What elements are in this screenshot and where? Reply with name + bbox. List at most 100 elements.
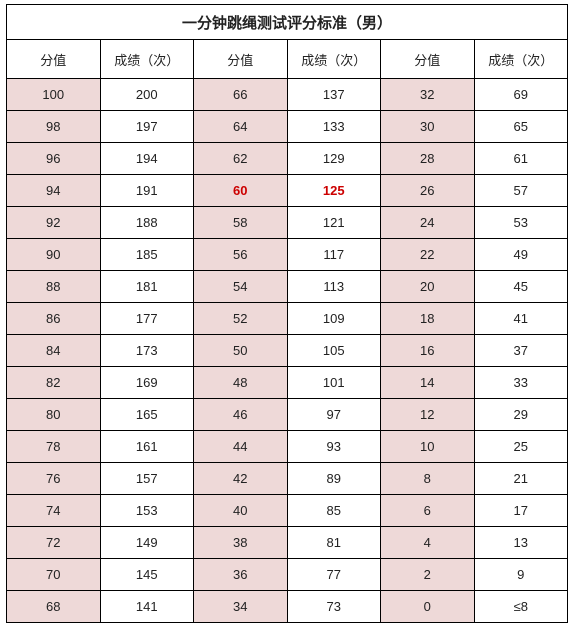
cell-score: 68 (7, 591, 101, 623)
table-row: 94191601252657 (7, 175, 568, 207)
cell-score: 98 (7, 111, 101, 143)
cell-perf: 69 (474, 79, 568, 111)
cell-score: 82 (7, 367, 101, 399)
cell-score: 100 (7, 79, 101, 111)
table-row: 88181541132045 (7, 271, 568, 303)
cell-perf: 137 (287, 79, 381, 111)
cell-score: 40 (194, 495, 288, 527)
cell-score: 0 (381, 591, 475, 623)
cell-perf: 157 (100, 463, 194, 495)
cell-score: 20 (381, 271, 475, 303)
col-header-score-3: 分值 (381, 40, 475, 79)
table-title: 一分钟跳绳测试评分标准（男） (7, 5, 568, 40)
cell-score: 38 (194, 527, 288, 559)
cell-score: 24 (381, 207, 475, 239)
cell-perf: 65 (474, 111, 568, 143)
cell-score: 60 (194, 175, 288, 207)
cell-perf: ≤8 (474, 591, 568, 623)
cell-score: 12 (381, 399, 475, 431)
cell-perf: 169 (100, 367, 194, 399)
cell-score: 26 (381, 175, 475, 207)
cell-perf: 109 (287, 303, 381, 335)
cell-perf: 194 (100, 143, 194, 175)
table-row: 7816144931025 (7, 431, 568, 463)
table-row: 100200661373269 (7, 79, 568, 111)
col-header-perf-2: 成绩（次） (287, 40, 381, 79)
cell-perf: 181 (100, 271, 194, 303)
cell-score: 56 (194, 239, 288, 271)
cell-score: 42 (194, 463, 288, 495)
table-row: 90185561172249 (7, 239, 568, 271)
cell-score: 28 (381, 143, 475, 175)
cell-perf: 13 (474, 527, 568, 559)
cell-score: 70 (7, 559, 101, 591)
cell-perf: 41 (474, 303, 568, 335)
cell-perf: 61 (474, 143, 568, 175)
table-row: 70145367729 (7, 559, 568, 591)
cell-perf: 145 (100, 559, 194, 591)
cell-score: 36 (194, 559, 288, 591)
score-standard-table: 一分钟跳绳测试评分标准（男） 分值 成绩（次） 分值 成绩（次） 分值 成绩（次… (6, 4, 568, 623)
cell-score: 50 (194, 335, 288, 367)
cell-perf: 197 (100, 111, 194, 143)
cell-score: 80 (7, 399, 101, 431)
cell-perf: 129 (287, 143, 381, 175)
cell-score: 64 (194, 111, 288, 143)
cell-score: 84 (7, 335, 101, 367)
cell-perf: 101 (287, 367, 381, 399)
cell-perf: 33 (474, 367, 568, 399)
table-row: 84173501051637 (7, 335, 568, 367)
cell-score: 10 (381, 431, 475, 463)
cell-score: 54 (194, 271, 288, 303)
table-row: 761574289821 (7, 463, 568, 495)
cell-score: 74 (7, 495, 101, 527)
cell-perf: 177 (100, 303, 194, 335)
cell-perf: 53 (474, 207, 568, 239)
table-row: 721493881413 (7, 527, 568, 559)
cell-score: 14 (381, 367, 475, 399)
cell-perf: 45 (474, 271, 568, 303)
cell-perf: 117 (287, 239, 381, 271)
table-header-row: 分值 成绩（次） 分值 成绩（次） 分值 成绩（次） (7, 40, 568, 79)
cell-perf: 105 (287, 335, 381, 367)
cell-perf: 125 (287, 175, 381, 207)
cell-perf: 9 (474, 559, 568, 591)
col-header-score-1: 分值 (7, 40, 101, 79)
cell-score: 78 (7, 431, 101, 463)
cell-score: 72 (7, 527, 101, 559)
cell-score: 22 (381, 239, 475, 271)
cell-score: 58 (194, 207, 288, 239)
cell-perf: 25 (474, 431, 568, 463)
cell-perf: 191 (100, 175, 194, 207)
cell-perf: 113 (287, 271, 381, 303)
cell-perf: 200 (100, 79, 194, 111)
cell-perf: 73 (287, 591, 381, 623)
cell-perf: 81 (287, 527, 381, 559)
cell-perf: 97 (287, 399, 381, 431)
cell-perf: 85 (287, 495, 381, 527)
cell-perf: 149 (100, 527, 194, 559)
cell-score: 44 (194, 431, 288, 463)
cell-score: 4 (381, 527, 475, 559)
cell-score: 52 (194, 303, 288, 335)
cell-perf: 93 (287, 431, 381, 463)
col-header-score-2: 分值 (194, 40, 288, 79)
cell-perf: 57 (474, 175, 568, 207)
cell-score: 76 (7, 463, 101, 495)
cell-perf: 77 (287, 559, 381, 591)
cell-perf: 17 (474, 495, 568, 527)
cell-score: 62 (194, 143, 288, 175)
cell-perf: 21 (474, 463, 568, 495)
cell-perf: 173 (100, 335, 194, 367)
cell-score: 96 (7, 143, 101, 175)
cell-score: 46 (194, 399, 288, 431)
cell-perf: 89 (287, 463, 381, 495)
table-row: 82169481011433 (7, 367, 568, 399)
cell-score: 86 (7, 303, 101, 335)
cell-perf: 133 (287, 111, 381, 143)
cell-score: 32 (381, 79, 475, 111)
table-row: 8016546971229 (7, 399, 568, 431)
col-header-perf-1: 成绩（次） (100, 40, 194, 79)
cell-score: 30 (381, 111, 475, 143)
cell-score: 88 (7, 271, 101, 303)
